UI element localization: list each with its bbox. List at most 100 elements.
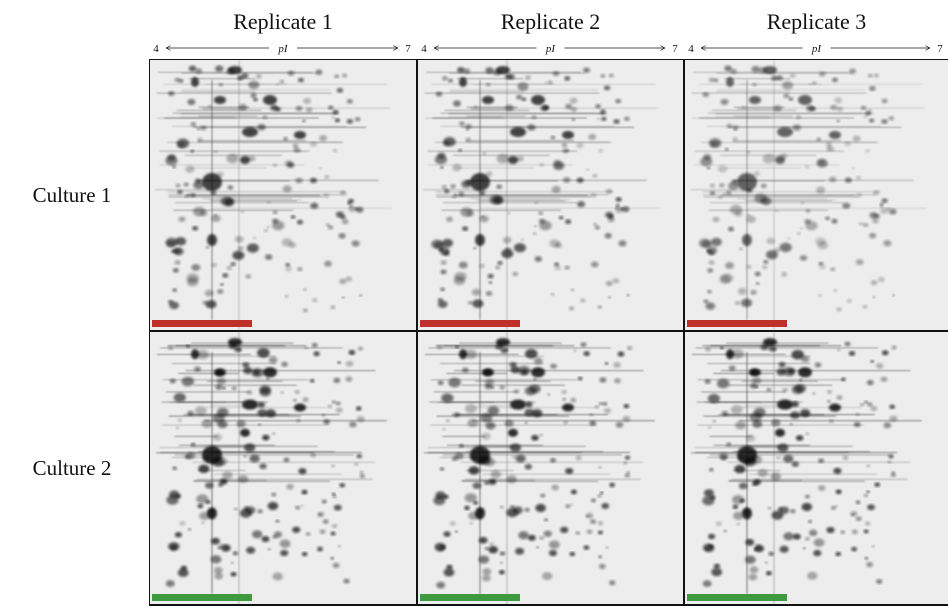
gel-spot	[723, 529, 727, 533]
gel-image	[418, 60, 683, 330]
gel-spot	[624, 473, 630, 478]
gel-streak	[440, 362, 544, 365]
gel-spot	[603, 408, 611, 414]
gel-spot	[748, 573, 758, 581]
gel-spot	[805, 537, 810, 541]
gel-spot	[771, 75, 778, 81]
gel-spot	[490, 386, 495, 389]
gel-streak	[697, 379, 844, 381]
gel-spot	[866, 561, 874, 568]
gel-spot	[804, 165, 810, 169]
gel-spot	[330, 305, 336, 310]
gel-streak	[192, 461, 376, 463]
gel-spot	[334, 74, 340, 79]
gel-spot	[776, 456, 781, 460]
gel-spot	[539, 433, 543, 437]
gel-spot	[222, 471, 233, 480]
gel-spot	[865, 521, 871, 526]
gel-streak	[440, 125, 615, 128]
gel-spot	[517, 82, 529, 91]
gel-streak	[208, 199, 302, 201]
gel-spot	[766, 387, 772, 392]
gel-image	[685, 332, 948, 604]
gel-spot	[482, 96, 494, 104]
gel-spot	[804, 494, 810, 499]
gel-spot	[757, 469, 768, 478]
gel-spot	[332, 149, 338, 153]
gel-spot	[311, 342, 318, 348]
gel-spot	[310, 452, 317, 458]
gel-spot	[465, 137, 471, 142]
gel-spot	[789, 423, 793, 426]
gel-streak	[196, 478, 373, 481]
gel-spot	[168, 91, 175, 97]
gel-streak	[214, 473, 342, 475]
gel-spot	[812, 81, 817, 85]
gel-spot	[708, 77, 715, 83]
gel-spot	[481, 574, 491, 582]
gel-streak	[443, 201, 577, 204]
gel-spot	[598, 402, 603, 406]
gel-spot	[788, 97, 794, 101]
gel-spot	[472, 299, 484, 308]
gel-spot	[331, 116, 335, 119]
gel-spot	[518, 531, 529, 540]
gel-spot	[524, 507, 530, 512]
gel-spot	[770, 472, 781, 481]
gel-spot	[507, 211, 511, 215]
gel-spot	[442, 238, 454, 248]
gel-spot	[294, 389, 300, 394]
gel-spot	[303, 97, 312, 105]
gel-streak	[732, 451, 871, 453]
gel-spot	[890, 473, 896, 477]
gel-spot	[575, 455, 582, 461]
gel-spot	[598, 149, 603, 153]
gel-spot	[707, 289, 712, 294]
gel-spot	[767, 506, 772, 510]
gel-spot	[304, 346, 309, 350]
gel-spot	[513, 389, 520, 394]
gel-spot	[753, 170, 761, 177]
gel-streak	[165, 391, 251, 393]
gel-spot	[562, 131, 574, 139]
gel-spot	[836, 106, 844, 112]
gel-streak	[773, 332, 775, 604]
gel-spot	[720, 273, 734, 283]
gel-spot	[333, 504, 342, 511]
gel-streak	[475, 380, 551, 382]
gel-spot	[818, 294, 822, 297]
gel-spot	[261, 536, 270, 543]
gel-streak	[720, 369, 911, 372]
gel-spot	[777, 507, 783, 511]
gel-spot	[702, 92, 709, 98]
gel-spot	[211, 214, 221, 223]
gel-spot	[599, 377, 607, 383]
gel-spot	[796, 115, 802, 120]
gel-spot	[449, 521, 456, 526]
gel-spot	[750, 289, 757, 295]
gel-spot	[470, 445, 490, 464]
gel-spot	[615, 197, 622, 202]
gel-streak	[747, 445, 853, 448]
gel-spot	[719, 183, 725, 188]
gel-spot	[799, 378, 803, 382]
gel-spot	[848, 68, 857, 74]
gel-spot	[443, 568, 455, 577]
gel-spot	[753, 479, 761, 486]
gel-spot	[218, 83, 224, 87]
gel-spot	[243, 455, 247, 458]
gel-spot	[345, 276, 353, 282]
gel-spot	[872, 218, 879, 224]
axis-label: pI	[277, 43, 289, 55]
gel-streak	[728, 384, 833, 386]
gel-spot	[177, 190, 183, 195]
gel-spot	[508, 428, 518, 437]
gel-spot	[594, 225, 600, 230]
gel-spot	[764, 561, 768, 565]
gel-spot	[590, 498, 596, 503]
gel-tag	[687, 594, 787, 601]
gel-spot	[479, 215, 489, 223]
gel-spot	[191, 77, 199, 87]
gel-streak	[470, 108, 515, 110]
gel-spot	[844, 177, 852, 183]
